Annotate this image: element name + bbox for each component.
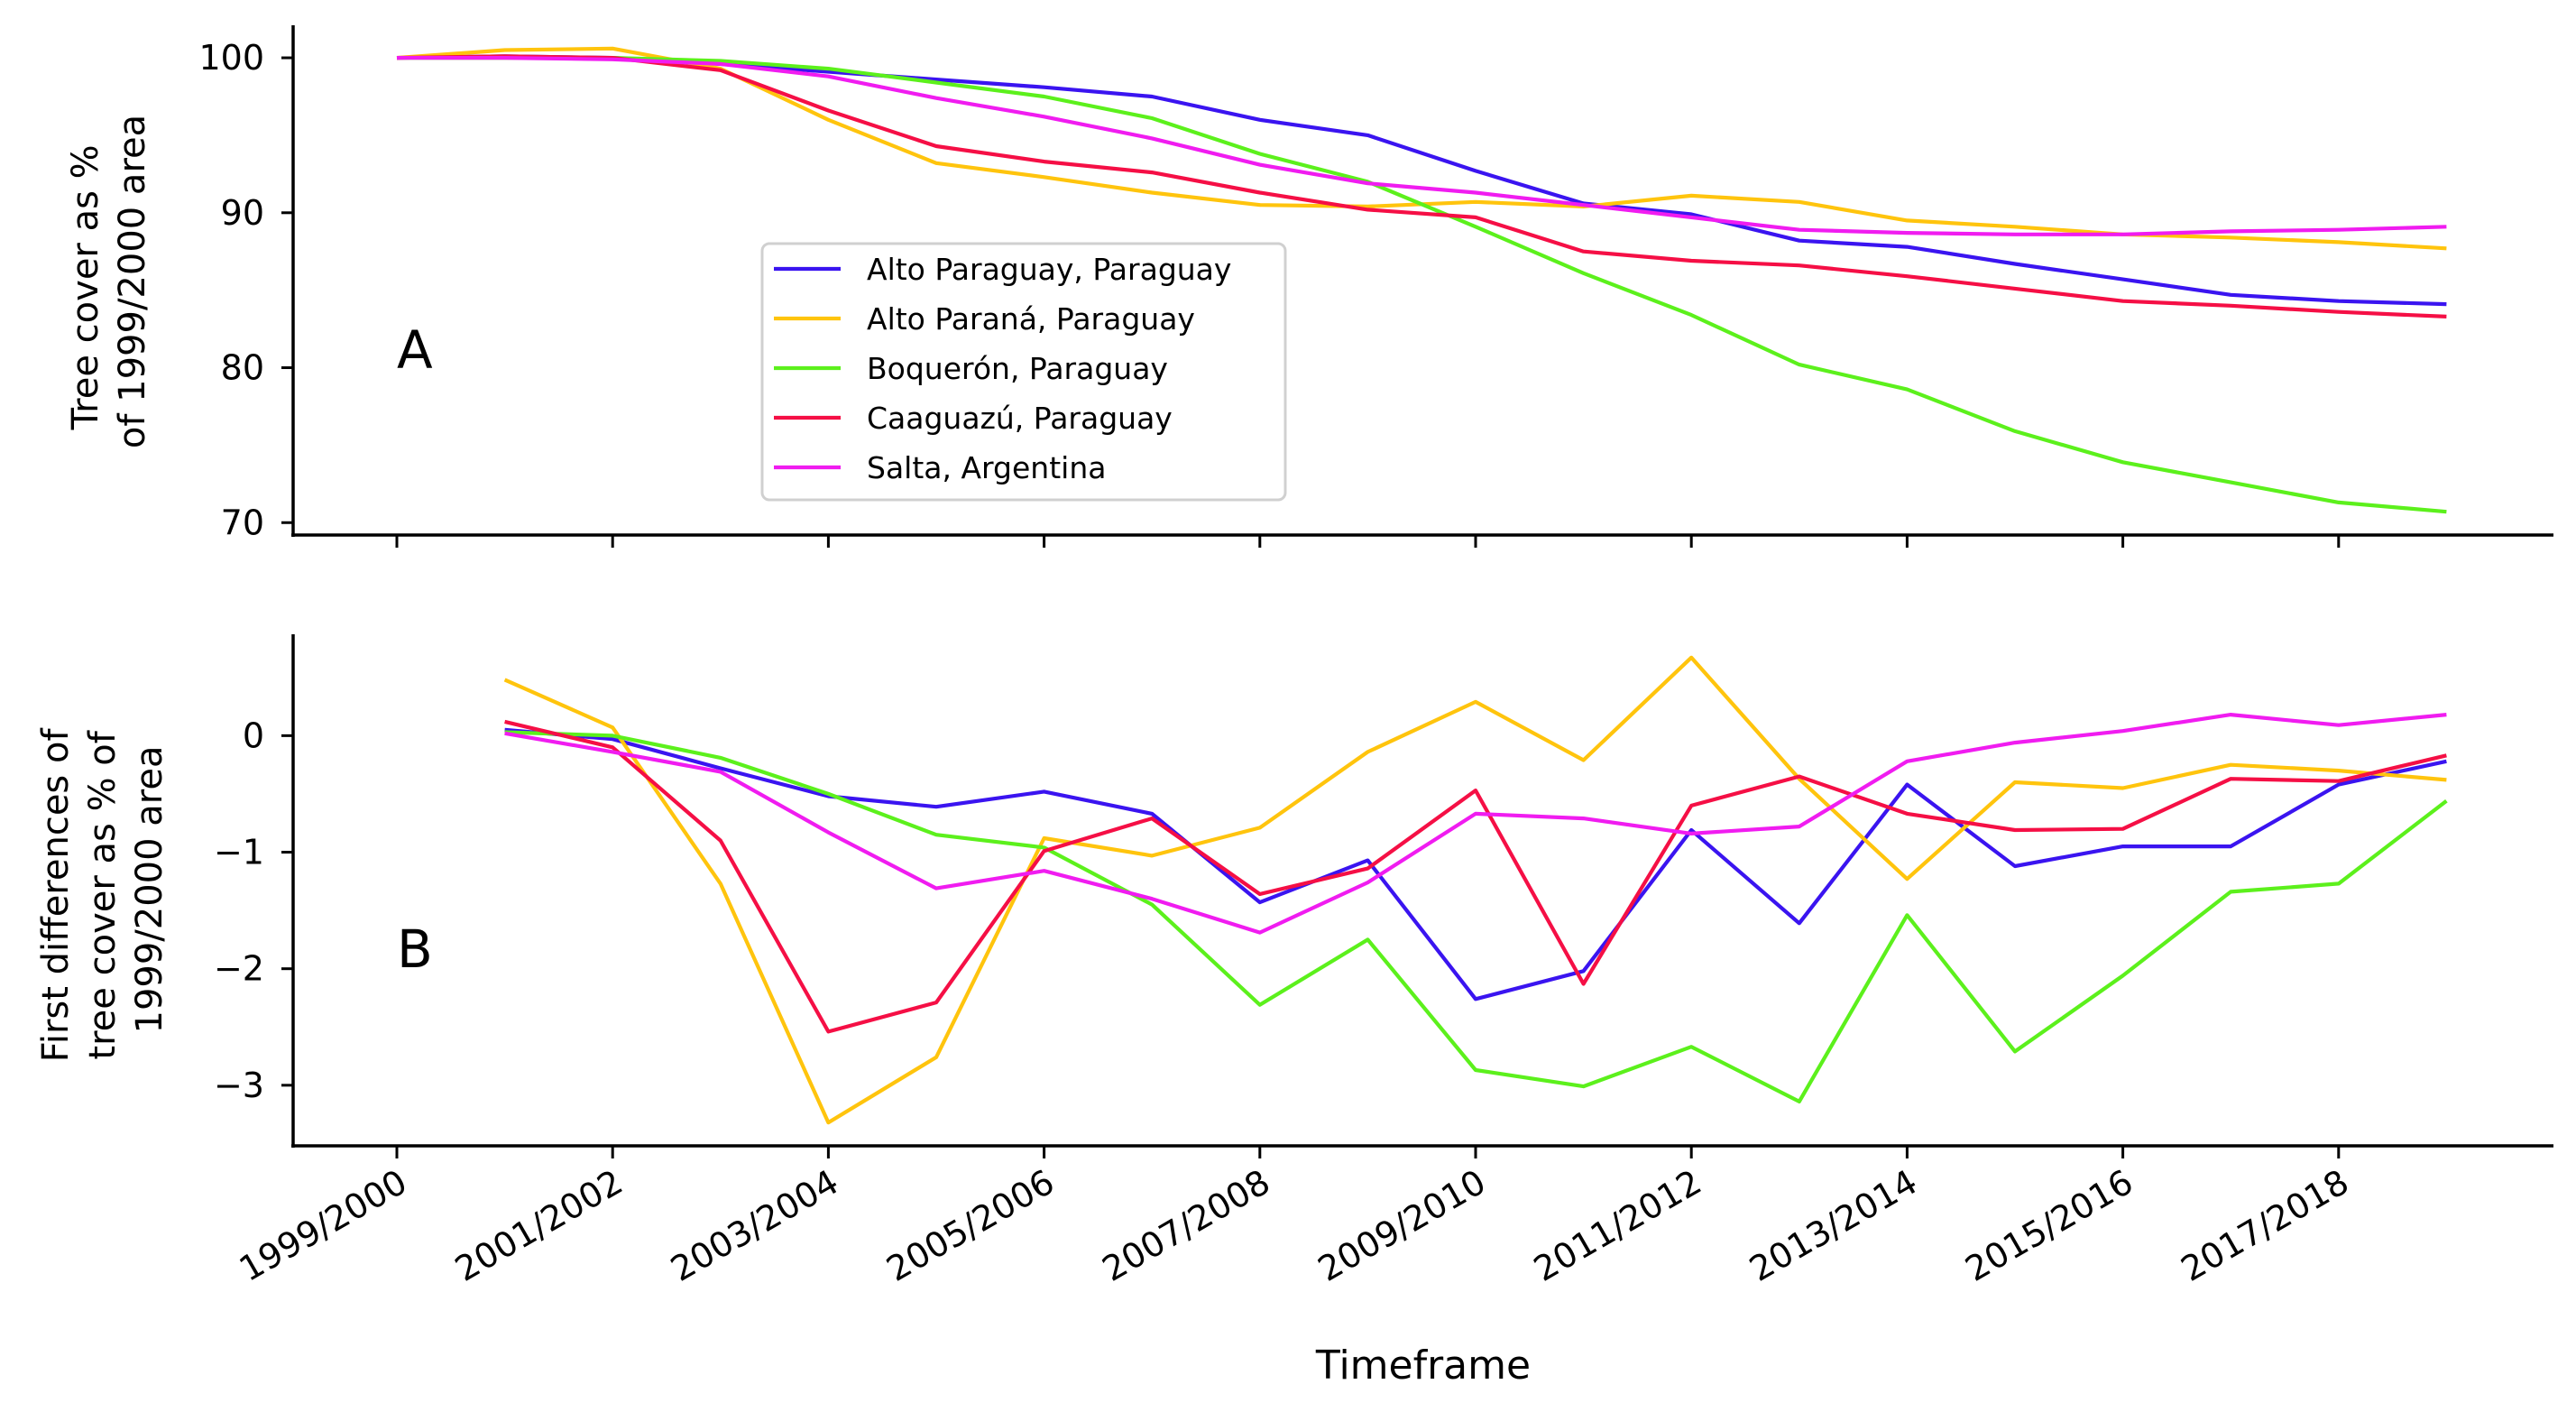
panel-b-x-tick-label: 2015/2016 bbox=[1959, 1162, 2140, 1289]
panel-a-series-group bbox=[396, 46, 2447, 514]
panel-b-x-tick-label: 2013/2014 bbox=[1743, 1162, 1924, 1289]
legend-box bbox=[760, 242, 1287, 502]
panel-b-label: B bbox=[397, 918, 433, 980]
panel-b-x-tick-label: 1999/2000 bbox=[233, 1162, 414, 1289]
panel-b-series-group bbox=[503, 655, 2448, 1125]
panel-a-x-ticks bbox=[395, 535, 2341, 548]
panel-a-y-axis-title-line-2: of 1999/2000 area bbox=[112, 115, 153, 448]
panel-b: −3 −2 −1 0 1999/2000 2001/2002 2003/2004 2005/… bbox=[35, 634, 2553, 1389]
panel-a-line-caaguazu-paraguay bbox=[396, 54, 2447, 318]
panel-b-y-axis-title: First differences of tree cover as % of … bbox=[35, 717, 170, 1063]
panel-a-line-boqueron-paraguay bbox=[397, 55, 2447, 514]
panel-a-y-tick-label: 70 bbox=[221, 503, 264, 542]
panel-a-y-tick-label: 90 bbox=[221, 193, 264, 233]
panel-b-y-tick-label: −3 bbox=[214, 1066, 264, 1105]
panel-b-line-salta-argentina bbox=[504, 712, 2447, 935]
panel-a-y-tick-label: 100 bbox=[198, 38, 264, 78]
legend-label-caaguazu-paraguay: Caaguazú, Paraguay bbox=[867, 401, 1173, 436]
panel-b-line-alto-parana-paraguay bbox=[503, 655, 2447, 1125]
panel-a-y-axis-title: Tree cover as % of 1999/2000 area bbox=[65, 115, 153, 448]
legend: Alto Paraguay, Paraguay Alto Paraná, Para… bbox=[760, 242, 1287, 502]
panel-a-line-alto-parana-paraguay bbox=[396, 46, 2447, 251]
panel-a-label: A bbox=[397, 319, 433, 381]
panel-a-line-salta-argentina bbox=[397, 55, 2447, 236]
panel-a-y-tick-label: 80 bbox=[221, 348, 264, 388]
panel-b-y-tick-label: 0 bbox=[243, 715, 264, 755]
panel-b-y-tick-label: −2 bbox=[214, 949, 264, 989]
panel-b-y-ticks: −3 −2 −1 0 bbox=[214, 715, 293, 1105]
panel-b-x-tick-label: 2009/2010 bbox=[1311, 1162, 1493, 1289]
panel-b-x-tick-label: 2005/2006 bbox=[880, 1162, 1062, 1289]
x-axis-title: Timeframe bbox=[1315, 1343, 1531, 1389]
panel-b-x-tick-label: 2011/2012 bbox=[1527, 1162, 1708, 1289]
panel-b-y-axis-title-line-2: tree cover as % of bbox=[82, 730, 124, 1059]
panel-a-y-ticks: 70 80 90 100 bbox=[198, 38, 293, 542]
legend-label-alto-paraguay-paraguay: Alto Paraguay, Paraguay bbox=[867, 252, 1231, 287]
panel-b-x-tick-label: 2017/2018 bbox=[2175, 1162, 2356, 1289]
panel-b-x-tick-label: 2003/2004 bbox=[664, 1162, 845, 1289]
legend-label-alto-parana-paraguay: Alto Paraná, Paraguay bbox=[867, 301, 1195, 337]
panel-a-y-axis-title-line-1: Tree cover as % bbox=[65, 144, 106, 430]
panel-a-line-alto-paraguay-paraguay bbox=[396, 54, 2447, 307]
panel-b-y-tick-label: −1 bbox=[214, 833, 264, 872]
panel-b-x-tick-label: 2001/2002 bbox=[448, 1162, 630, 1289]
panel-b-y-axis-title-line-1: First differences of bbox=[35, 728, 77, 1063]
panel-b-x-ticks: 1999/2000 2001/2002 2003/2004 2005/2006 2007… bbox=[233, 1146, 2355, 1289]
panel-a: 70 80 90 100 A Tree cover as % of 1999/2000… bbox=[65, 25, 2553, 548]
panel-b-x-tick-label: 2007/2008 bbox=[1096, 1162, 1277, 1289]
panel-b-y-axis-title-line-3: 1999/2000 area bbox=[129, 746, 170, 1034]
panel-b-line-alto-paraguay-paraguay bbox=[504, 727, 2447, 1001]
legend-items: Alto Paraguay, Paraguay Alto Paraná, Para… bbox=[774, 252, 1231, 485]
panel-b-line-caaguazu-paraguay bbox=[504, 719, 2447, 1034]
legend-label-boqueron-paraguay: Boquerón, Paraguay bbox=[867, 351, 1168, 386]
legend-label-salta-argentina: Salta, Argentina bbox=[867, 450, 1106, 485]
panel-b-line-boqueron-paraguay bbox=[504, 730, 2448, 1104]
